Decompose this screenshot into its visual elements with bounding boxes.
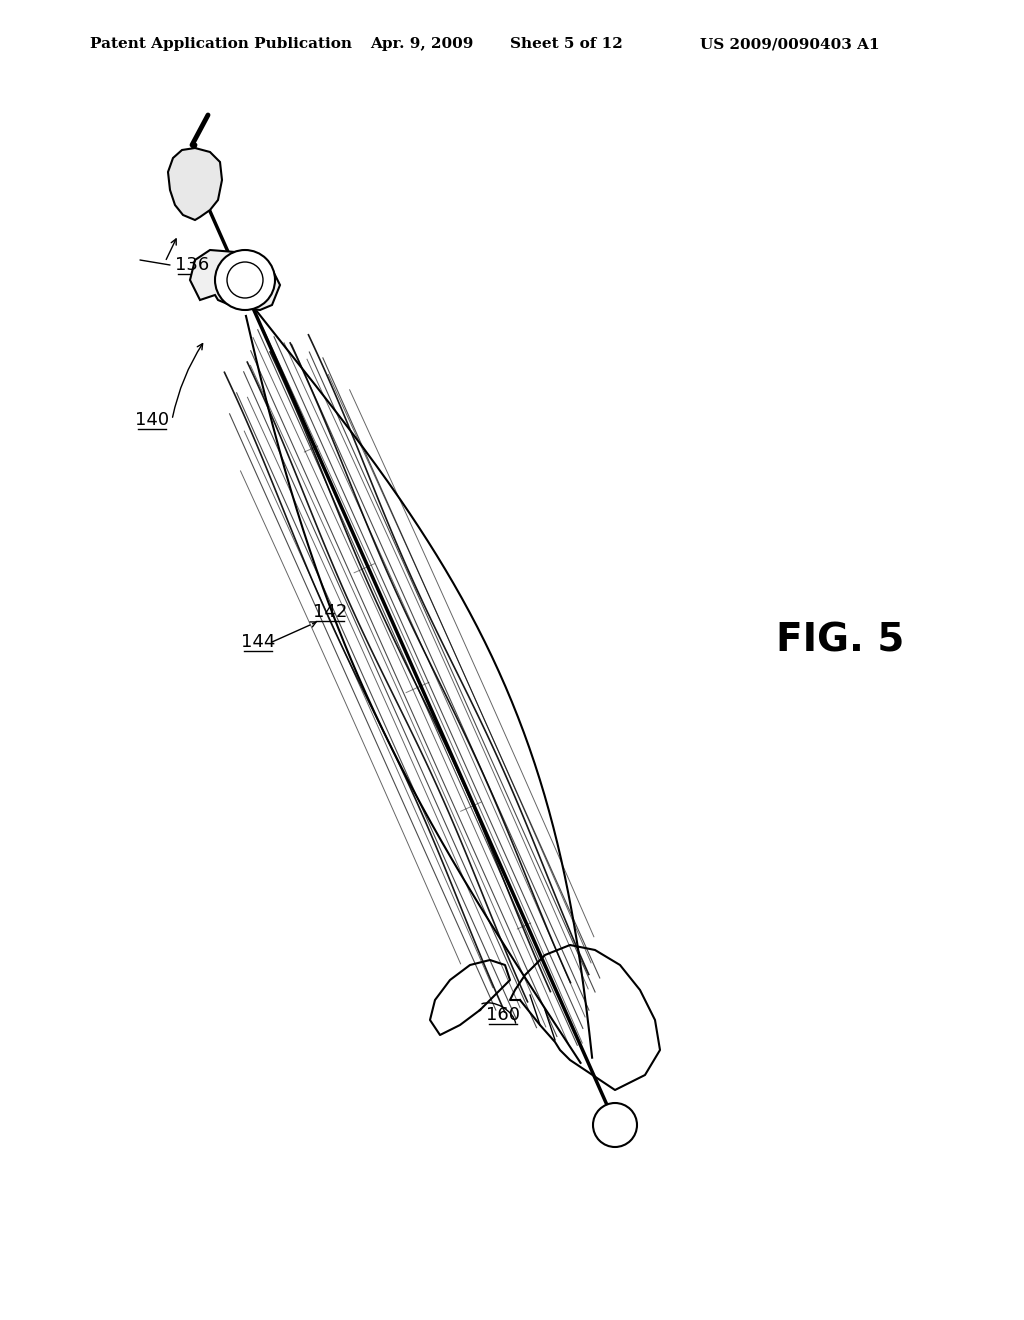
Text: 144: 144 — [241, 634, 275, 651]
Polygon shape — [168, 148, 222, 220]
Text: Sheet 5 of 12: Sheet 5 of 12 — [510, 37, 623, 51]
Text: 142: 142 — [312, 603, 347, 620]
Text: 140: 140 — [135, 411, 169, 429]
Circle shape — [227, 261, 263, 298]
Text: Patent Application Publication: Patent Application Publication — [90, 37, 352, 51]
Text: 136: 136 — [175, 256, 209, 275]
Text: US 2009/0090403 A1: US 2009/0090403 A1 — [700, 37, 880, 51]
Circle shape — [593, 1104, 637, 1147]
Polygon shape — [190, 249, 280, 310]
Text: 160: 160 — [486, 1006, 520, 1024]
Text: FIG. 5: FIG. 5 — [776, 620, 904, 659]
Circle shape — [215, 249, 275, 310]
Text: Apr. 9, 2009: Apr. 9, 2009 — [370, 37, 473, 51]
